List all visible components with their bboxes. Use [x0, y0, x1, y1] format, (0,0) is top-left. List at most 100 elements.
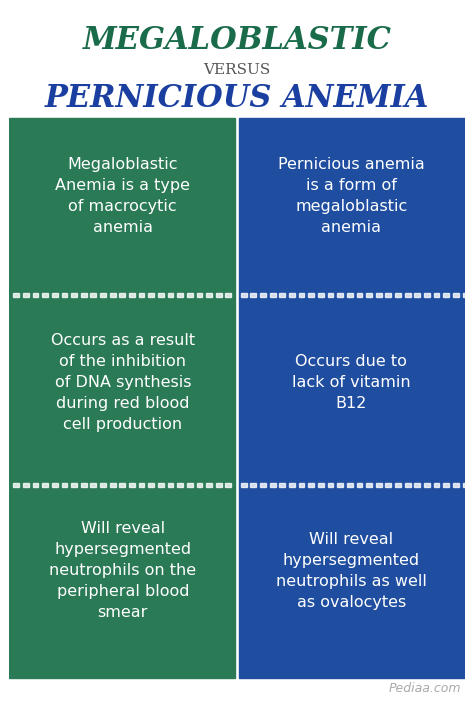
Bar — [71, 483, 77, 487]
Bar — [260, 293, 266, 297]
Bar — [395, 293, 401, 297]
Bar — [337, 483, 343, 487]
Bar — [289, 293, 295, 297]
Bar — [23, 293, 29, 297]
Bar — [129, 293, 135, 297]
Bar — [424, 483, 430, 487]
Bar — [463, 293, 468, 297]
Bar — [158, 483, 164, 487]
Bar — [100, 483, 106, 487]
Bar — [463, 483, 468, 487]
Bar — [376, 483, 382, 487]
Text: Will reveal
hypersegmented
neutrophils as well
as ovalocytes: Will reveal hypersegmented neutrophils a… — [276, 531, 427, 610]
Bar — [9, 493, 235, 678]
Bar — [424, 293, 430, 297]
Bar — [405, 483, 410, 487]
Bar — [91, 483, 96, 487]
Bar — [337, 293, 343, 297]
Bar — [289, 483, 295, 487]
Bar — [148, 293, 154, 297]
Bar — [9, 118, 235, 303]
Text: VERSUS: VERSUS — [203, 63, 271, 77]
Bar — [279, 483, 285, 487]
Bar — [168, 483, 173, 487]
Bar — [356, 293, 362, 297]
Bar — [239, 493, 465, 678]
Text: MEGALOBLASTIC: MEGALOBLASTIC — [82, 25, 392, 56]
Bar — [347, 483, 353, 487]
Bar — [13, 483, 19, 487]
Bar — [71, 293, 77, 297]
Bar — [100, 293, 106, 297]
Text: Occurs due to
lack of vitamin
B12: Occurs due to lack of vitamin B12 — [292, 354, 410, 411]
Bar — [376, 293, 382, 297]
Bar — [395, 483, 401, 487]
Bar — [250, 483, 256, 487]
Bar — [110, 483, 116, 487]
Bar — [241, 293, 246, 297]
Bar — [187, 293, 192, 297]
Bar — [414, 483, 420, 487]
Bar — [328, 483, 333, 487]
Bar — [197, 293, 202, 297]
Bar — [62, 483, 67, 487]
Bar — [139, 293, 145, 297]
Bar — [216, 293, 221, 297]
Bar — [443, 483, 449, 487]
Text: Pernicious anemia
is a form of
megaloblastic
anemia: Pernicious anemia is a form of megalobla… — [278, 157, 425, 235]
Bar — [318, 293, 324, 297]
Bar — [23, 483, 29, 487]
Bar — [434, 293, 439, 297]
Bar — [177, 293, 183, 297]
Bar — [299, 483, 304, 487]
Bar — [81, 483, 87, 487]
Bar — [81, 293, 87, 297]
Bar — [385, 293, 391, 297]
Bar — [226, 483, 231, 487]
Bar — [239, 118, 465, 303]
Bar — [52, 293, 58, 297]
Bar — [91, 293, 96, 297]
Bar — [187, 483, 192, 487]
Bar — [347, 293, 353, 297]
Bar — [197, 483, 202, 487]
Bar — [443, 293, 449, 297]
Bar — [62, 293, 67, 297]
Bar — [52, 483, 58, 487]
Bar — [434, 483, 439, 487]
Bar — [110, 293, 116, 297]
Bar — [270, 293, 275, 297]
Bar — [385, 483, 391, 487]
Text: Pediaa.com: Pediaa.com — [389, 682, 462, 695]
Bar — [270, 483, 275, 487]
Bar — [309, 293, 314, 297]
Bar — [168, 293, 173, 297]
Bar — [453, 483, 459, 487]
Text: Will reveal
hypersegmented
neutrophils on the
peripheral blood
smear: Will reveal hypersegmented neutrophils o… — [49, 521, 196, 620]
Bar — [366, 483, 372, 487]
Bar — [299, 293, 304, 297]
Bar — [318, 483, 324, 487]
Bar — [119, 483, 125, 487]
Text: Occurs as a result
of the inhibition
of DNA synthesis
during red blood
cell prod: Occurs as a result of the inhibition of … — [51, 333, 195, 432]
Bar — [206, 483, 212, 487]
Bar — [414, 293, 420, 297]
Bar — [9, 303, 235, 493]
Bar — [13, 293, 19, 297]
Bar — [129, 483, 135, 487]
Bar — [356, 483, 362, 487]
Text: Megaloblastic
Anemia is a type
of macrocytic
anemia: Megaloblastic Anemia is a type of macroc… — [55, 157, 190, 235]
Bar — [241, 483, 246, 487]
Bar — [42, 293, 48, 297]
Bar — [177, 483, 183, 487]
Bar — [279, 293, 285, 297]
Bar — [119, 293, 125, 297]
Bar — [260, 483, 266, 487]
Bar — [158, 293, 164, 297]
Bar — [148, 483, 154, 487]
Bar — [42, 483, 48, 487]
Bar — [366, 293, 372, 297]
Text: PERNICIOUS ANEMIA: PERNICIOUS ANEMIA — [45, 83, 429, 114]
Bar — [33, 293, 38, 297]
Bar — [328, 293, 333, 297]
